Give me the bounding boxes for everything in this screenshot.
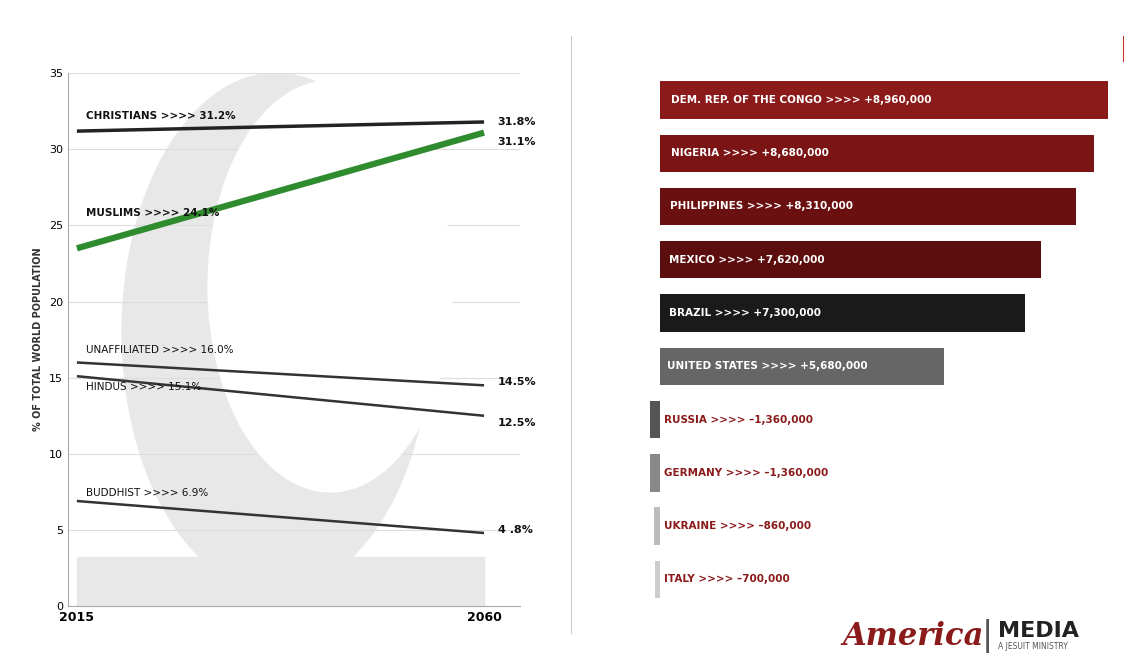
Text: 4 .8%: 4 .8% [498,525,533,535]
Text: GREATEST CHANGES IN CHRISTIAN POPULATION—2010-2015: GREATEST CHANGES IN CHRISTIAN POPULATION… [589,42,991,55]
Text: MUSLIMS >>>> 24.1%: MUSLIMS >>>> 24.1% [86,208,219,218]
Text: |: | [982,619,993,653]
Y-axis label: % OF TOTAL WORLD POPULATION: % OF TOTAL WORLD POPULATION [33,248,43,432]
Bar [659,294,1026,332]
Text: ITALY >>>> –700,000: ITALY >>>> –700,000 [665,574,791,585]
Text: HINDUS >>>> 15.1%: HINDUS >>>> 15.1% [86,382,201,392]
Text: 14.5%: 14.5% [498,377,536,388]
Bar [650,401,659,438]
Text: GERMANY >>>> –1,360,000: GERMANY >>>> –1,360,000 [665,468,829,478]
Bar [659,241,1042,278]
Text: MEXICO >>>> +7,620,000: MEXICO >>>> +7,620,000 [670,254,824,265]
Text: America: America [843,621,984,651]
Text: UKRAINE >>>> –860,000: UKRAINE >>>> –860,000 [665,521,812,531]
Text: RUSSIA >>>> –1,360,000: RUSSIA >>>> –1,360,000 [665,414,813,425]
Text: 31.8%: 31.8% [498,117,536,127]
Bar [659,135,1095,172]
Bar [659,81,1108,119]
Text: DEM. REP. OF THE CONGO >>>> +8,960,000: DEM. REP. OF THE CONGO >>>> +8,960,000 [671,95,932,105]
Text: 12.5%: 12.5% [498,418,536,428]
Circle shape [208,81,452,492]
Bar [654,507,659,545]
Text: 31.1%: 31.1% [498,137,536,147]
Text: PROJECTED SHARE OF GLOBAL POPULATION: PROJECTED SHARE OF GLOBAL POPULATION [74,42,365,55]
Bar [659,188,1076,225]
Text: CHRISTIANS >>>> 31.2%: CHRISTIANS >>>> 31.2% [86,111,235,121]
Bar [77,557,484,606]
Text: A JESUIT MINISTRY: A JESUIT MINISTRY [998,641,1068,651]
Circle shape [122,73,430,591]
Text: MEDIA: MEDIA [998,621,1079,641]
Bar [655,561,659,598]
Bar [650,454,659,492]
Polygon shape [377,149,429,232]
Text: BRAZIL >>>> +7,300,000: BRAZIL >>>> +7,300,000 [668,308,821,318]
Text: NIGERIA >>>> +8,680,000: NIGERIA >>>> +8,680,000 [671,148,829,159]
Text: PHILIPPINES >>>> +8,310,000: PHILIPPINES >>>> +8,310,000 [671,201,853,212]
Text: UNITED STATES >>>> +5,680,000: UNITED STATES >>>> +5,680,000 [667,361,867,372]
Bar [659,348,944,385]
Text: UNAFFILIATED >>>> 16.0%: UNAFFILIATED >>>> 16.0% [86,345,233,356]
Text: BUDDHIST >>>> 6.9%: BUDDHIST >>>> 6.9% [86,488,208,498]
